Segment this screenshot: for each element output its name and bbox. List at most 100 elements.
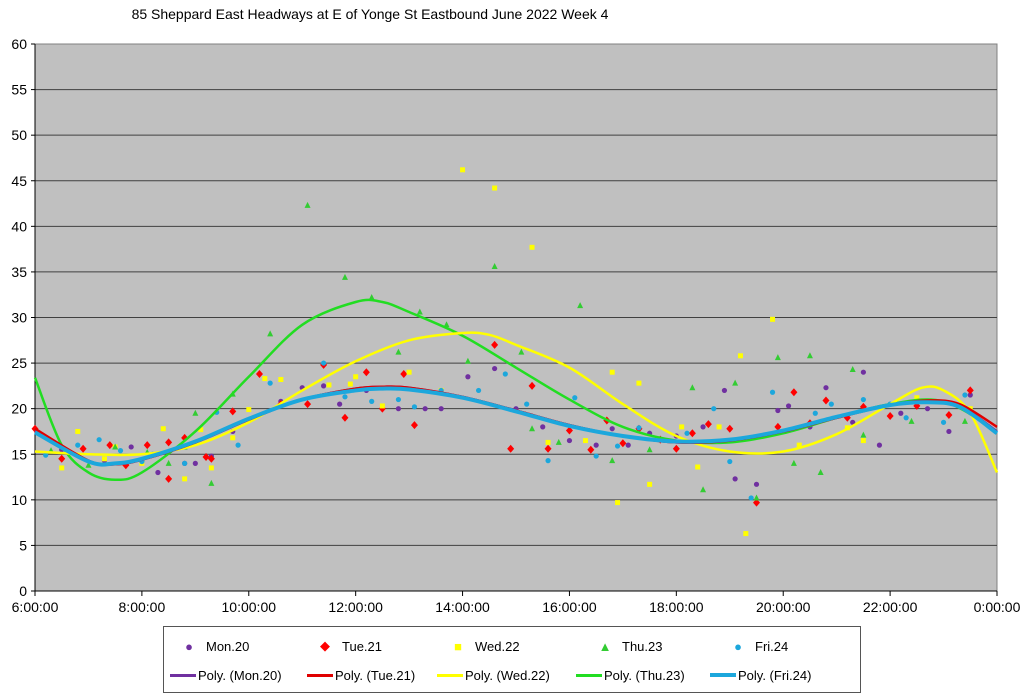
y-tick-label: 60 — [11, 36, 27, 52]
point-thu23 — [416, 308, 423, 315]
point-thu23 — [908, 417, 915, 424]
legend-label: Tue.21 — [342, 638, 382, 654]
point-wed22 — [582, 438, 588, 444]
point-fri24 — [43, 452, 49, 458]
point-mon20 — [850, 419, 856, 425]
point-fri24 — [940, 419, 947, 425]
point-mon20 — [593, 442, 599, 448]
x-tick-label: 10:00:00 — [222, 599, 277, 615]
point-wed22 — [75, 428, 81, 434]
x-tick-label: 14:00:00 — [435, 599, 490, 615]
point-mon20 — [721, 387, 728, 394]
point-wed22 — [860, 438, 866, 444]
point-thu23 — [529, 425, 536, 432]
point-wed22 — [379, 403, 385, 409]
point-tue21 — [945, 411, 953, 420]
point-tue21 — [362, 368, 370, 377]
point-thu23 — [518, 348, 525, 355]
point-thu23 — [790, 459, 797, 466]
point-thu23 — [774, 354, 781, 361]
point-thu23 — [817, 468, 824, 475]
point-fri24 — [117, 448, 124, 454]
point-mon20 — [898, 410, 904, 416]
point-fri24 — [411, 404, 418, 410]
legend-label: Wed.22 — [475, 638, 520, 654]
point-wed22 — [743, 531, 749, 537]
point-thu23 — [85, 461, 92, 468]
x-tick-label: 12:00:00 — [328, 599, 383, 615]
point-thu23 — [395, 348, 402, 355]
point-thu23 — [689, 384, 696, 391]
point-tue21 — [688, 429, 696, 438]
point-thu23 — [961, 417, 968, 424]
legend-label: Poly. (Tue.21) — [335, 667, 416, 683]
point-tue21 — [886, 411, 894, 420]
x-tick-label: 22:00:00 — [863, 599, 918, 615]
point-fri24 — [321, 360, 327, 366]
point-wed22 — [492, 185, 498, 191]
point-wed22 — [647, 481, 653, 487]
point-wed22 — [716, 424, 722, 430]
y-tick-label: 10 — [11, 492, 27, 508]
point-mon20 — [732, 476, 738, 482]
x-tick-label: 8:00:00 — [119, 599, 166, 615]
y-tick-label: 25 — [11, 355, 27, 371]
point-thu23 — [304, 201, 311, 208]
point-tue21 — [202, 452, 210, 461]
point-wed22 — [353, 374, 359, 380]
point-tue21 — [491, 340, 499, 349]
point-thu23 — [849, 365, 856, 372]
trendline-poly-wed-22 — [34, 331, 999, 473]
point-tue21 — [528, 381, 536, 390]
point-tue21 — [207, 454, 215, 463]
point-wed22 — [262, 376, 268, 382]
point-tue21 — [341, 413, 349, 422]
y-tick-label: 0 — [19, 583, 27, 599]
legend-item-mon20: ● Mon.20 — [185, 638, 250, 654]
point-tue21 — [822, 396, 830, 405]
point-mon20 — [753, 481, 760, 487]
point-fri24 — [748, 495, 754, 501]
point-mon20 — [823, 385, 829, 391]
point-fri24 — [614, 443, 621, 449]
point-thu23 — [491, 262, 498, 269]
point-thu23 — [753, 494, 760, 501]
point-thu23 — [368, 293, 375, 300]
point-thu23 — [341, 273, 348, 280]
legend-label: Poly. (Fri.24) — [738, 667, 812, 683]
x-tick-label: 0:00:00 — [974, 599, 1021, 615]
point-mon20 — [438, 406, 444, 412]
legend-item-tue21: ◆ Tue.21 — [320, 638, 382, 654]
point-thu23 — [112, 443, 119, 450]
point-wed22 — [529, 244, 535, 250]
point-wed22 — [914, 395, 920, 401]
point-fri24 — [828, 401, 834, 407]
point-fri24 — [524, 401, 530, 407]
point-fri24 — [903, 415, 909, 421]
point-fri24 — [342, 394, 348, 400]
point-mon20 — [785, 403, 792, 409]
point-tue21 — [672, 444, 680, 453]
trendline-poly-fri-24 — [34, 386, 999, 467]
legend-item-poly-tue21: Poly. (Tue.21) — [307, 664, 415, 686]
point-mon20 — [775, 407, 781, 414]
y-tick-label: 30 — [11, 310, 27, 326]
point-mon20 — [924, 406, 931, 412]
point-fri24 — [267, 380, 273, 386]
point-thu23 — [208, 479, 215, 486]
point-tue21 — [966, 386, 974, 395]
point-thu23 — [806, 352, 813, 359]
point-mon20 — [321, 383, 327, 389]
point-wed22 — [770, 316, 776, 322]
point-thu23 — [165, 459, 172, 466]
point-fri24 — [475, 387, 482, 394]
point-mon20 — [876, 442, 883, 448]
point-wed22 — [160, 426, 166, 432]
point-thu23 — [700, 486, 707, 493]
point-mon20 — [465, 374, 471, 380]
point-wed22 — [59, 465, 65, 471]
point-fri24 — [636, 425, 642, 431]
point-mon20 — [967, 392, 973, 398]
point-thu23 — [609, 457, 616, 464]
point-mon20 — [946, 428, 952, 435]
